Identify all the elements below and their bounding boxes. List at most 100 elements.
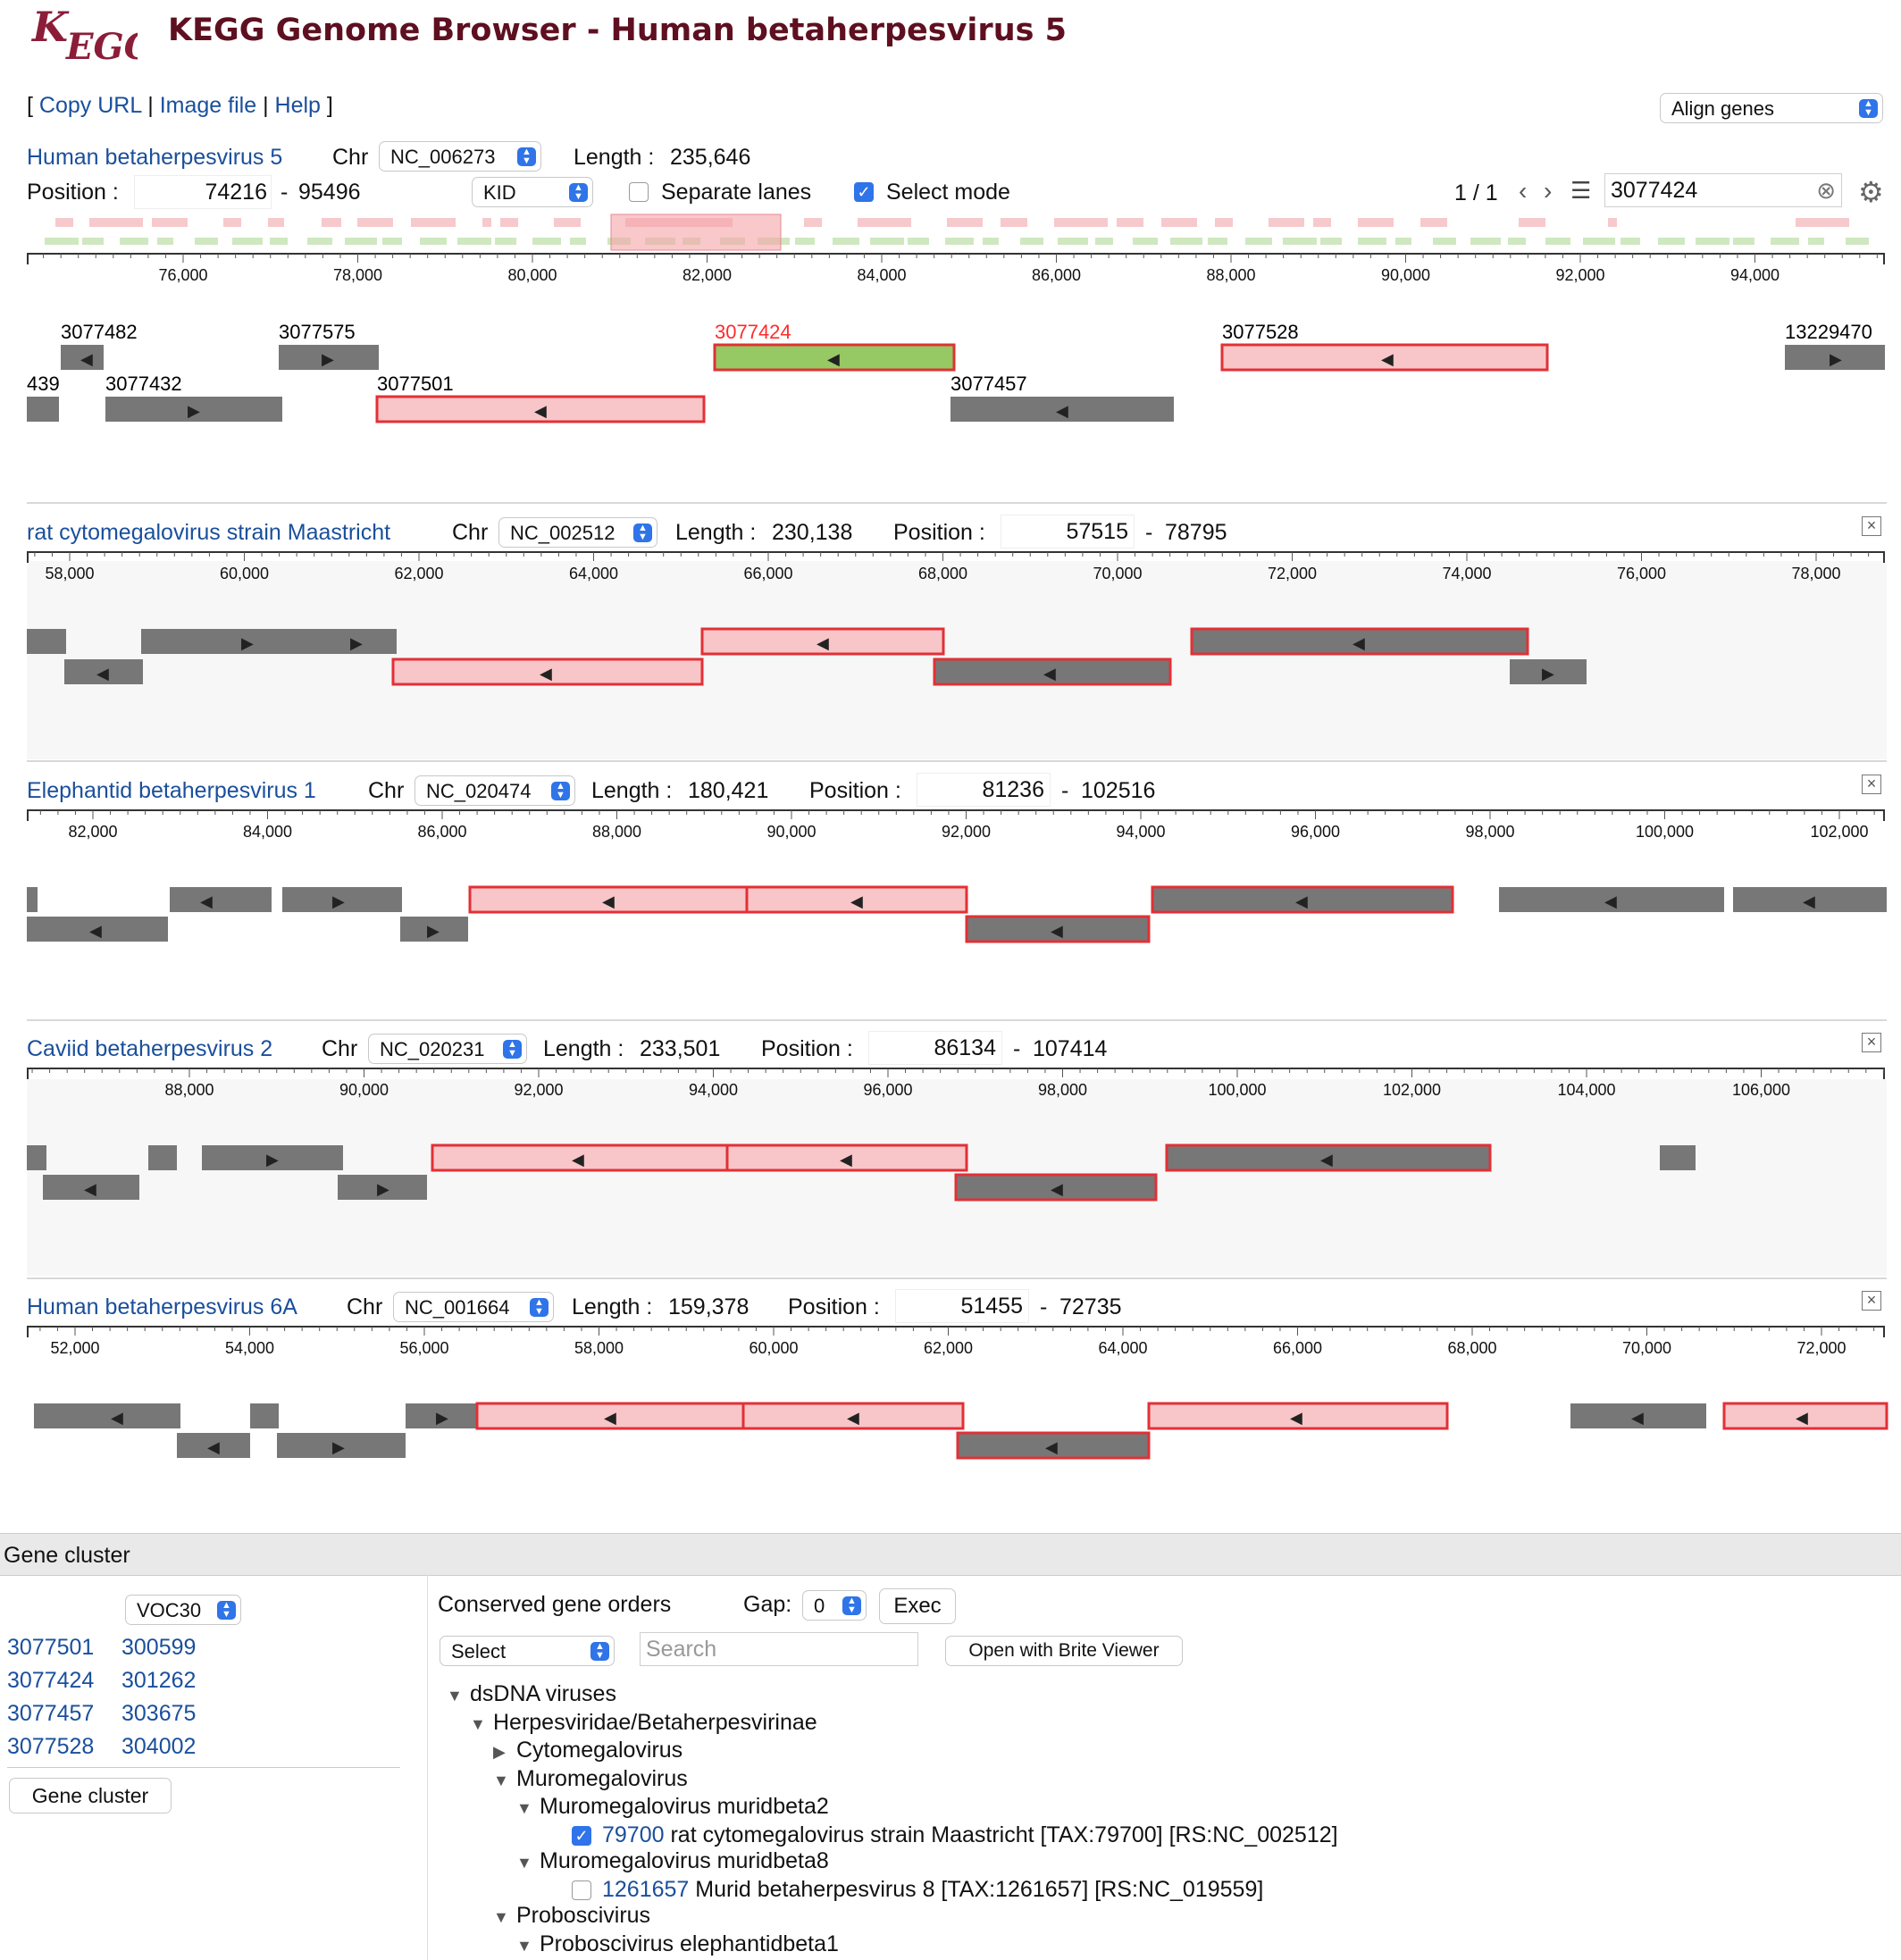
cluster-gene-link[interactable]: 3077457	[7, 1701, 95, 1726]
gene-block[interactable]	[950, 397, 1174, 422]
gene-block[interactable]	[61, 345, 104, 370]
gene-block[interactable]	[1220, 343, 1549, 372]
expanded-triangle-icon[interactable]: ▼	[493, 1908, 509, 1926]
tree-node[interactable]: ▼ Muromegalovirus	[447, 1766, 1338, 1795]
main-organism-link[interactable]: Human betaherpesvirus 5	[27, 145, 283, 170]
expanded-triangle-icon[interactable]: ▼	[516, 1799, 532, 1817]
gear-icon[interactable]: ⚙	[1858, 176, 1884, 208]
help-link[interactable]: Help	[274, 93, 321, 118]
cluster-gene-link[interactable]: 3077528	[7, 1734, 95, 1759]
tree-node[interactable]: ▼ Herpesviridae/Betaherpesvirinae	[447, 1710, 1338, 1738]
taxon-link[interactable]: 79700	[602, 1822, 665, 1847]
expanded-triangle-icon[interactable]: ▼	[516, 1854, 532, 1872]
gene-block[interactable]	[105, 397, 282, 422]
list-icon[interactable]: ☰	[1570, 177, 1592, 204]
tree-node[interactable]: ▶ Cytomegalovirus	[447, 1738, 1338, 1766]
gene-cluster-header: Gene cluster	[4, 1543, 130, 1568]
image-file-link[interactable]: Image file	[159, 93, 257, 118]
overview-segment	[382, 238, 402, 245]
panel-organism-link[interactable]: rat cytomegalovirus strain Maastricht	[27, 520, 391, 545]
align-genes-select[interactable]: Align genes ▲ ▼	[1660, 93, 1883, 123]
overview-segment	[45, 238, 79, 245]
panel-position-start-input[interactable]: 57515	[1001, 515, 1135, 549]
axis-tick-label: 94,000	[689, 1081, 738, 1099]
expanded-triangle-icon[interactable]: ▼	[516, 1936, 532, 1955]
direction-left-icon: ◀	[1295, 892, 1308, 910]
cluster-ortholog-link[interactable]: 301262	[121, 1668, 197, 1693]
tree-node[interactable]: ▼ Muromegalovirus muridbeta2	[447, 1794, 1338, 1822]
exec-button[interactable]: Exec	[879, 1588, 956, 1624]
select-mode-checkbox[interactable]: ✓	[854, 182, 874, 202]
overview-segment	[1808, 238, 1824, 245]
section-divider	[427, 1575, 428, 1960]
select-arrows-icon: ▲ ▼	[569, 183, 588, 202]
separate-lanes-checkbox[interactable]	[629, 182, 649, 202]
gap-select[interactable]: 0 ▲ ▼	[802, 1590, 867, 1621]
overview-segment	[858, 218, 893, 227]
cluster-ortholog-link[interactable]: 304002	[121, 1734, 197, 1759]
panel-length-value: 180,421	[688, 778, 769, 803]
panel-position-start-input[interactable]: 86134	[868, 1031, 1002, 1065]
clear-search-icon[interactable]: ⊗	[1816, 177, 1836, 204]
collapsed-triangle-icon[interactable]: ▶	[493, 1743, 506, 1761]
overview-segment	[1020, 238, 1043, 245]
cluster-ortholog-link[interactable]: 303675	[121, 1701, 197, 1726]
panel-chr-select[interactable]: NC_001664 ▲ ▼	[393, 1292, 554, 1322]
panel-organism-link[interactable]: Elephantid betaherpesvirus 1	[27, 778, 316, 803]
gene-search-input[interactable]: 3077424 ⊗	[1604, 173, 1842, 207]
chr-select[interactable]: NC_006273 ▲ ▼	[379, 141, 541, 172]
tree-node[interactable]: ▼ dsDNA viruses	[447, 1681, 1338, 1710]
overview-strip[interactable]	[27, 214, 1885, 251]
main-gene-track[interactable]: ◀ ▶ ◀ ◀ ▶ ▶ ◀ ◀	[27, 343, 1885, 423]
expanded-triangle-icon[interactable]: ▼	[447, 1687, 463, 1705]
axis-tick-label: 84,000	[243, 823, 292, 841]
panel-position-start-input[interactable]: 81236	[917, 773, 1051, 807]
close-panel-icon[interactable]: ×	[1862, 1291, 1881, 1311]
panel-chr-select[interactable]: NC_020231 ▲ ▼	[368, 1034, 527, 1064]
cluster-ortholog-link[interactable]: 300599	[121, 1635, 197, 1660]
cluster-gene-link[interactable]: 3077501	[7, 1635, 95, 1660]
tree-node[interactable]: ▼ Proboscivirus	[447, 1903, 1338, 1931]
cluster-select[interactable]: VOC30 ▲ ▼	[125, 1595, 241, 1625]
gene-block-selected[interactable]	[713, 343, 956, 372]
close-panel-icon[interactable]: ×	[1862, 1033, 1881, 1052]
open-brite-viewer-button[interactable]: Open with Brite Viewer	[945, 1636, 1183, 1666]
direction-left-icon: ◀	[850, 892, 863, 910]
cluster-gene-link[interactable]: 3077424	[7, 1668, 95, 1693]
gene-block[interactable]	[375, 395, 706, 423]
overview-segment	[804, 218, 822, 227]
conserved-search-input[interactable]: Search	[640, 1632, 918, 1666]
panel-organism-link[interactable]: Human betaherpesvirus 6A	[27, 1294, 297, 1319]
panel-position-start-input[interactable]: 51455	[895, 1289, 1029, 1323]
genome-checkbox[interactable]: ✓	[572, 1825, 591, 1846]
overview-viewport[interactable]	[610, 214, 782, 251]
panel-chr-select[interactable]: NC_002512 ▲ ▼	[498, 517, 657, 548]
position-start-input[interactable]: 74216	[134, 175, 272, 209]
kid-select[interactable]: KID ▲ ▼	[472, 177, 593, 207]
panel-chr-select[interactable]: NC_020474 ▲ ▼	[415, 775, 575, 806]
expanded-triangle-icon[interactable]: ▼	[470, 1714, 486, 1733]
panel-organism-link[interactable]: Caviid betaherpesvirus 2	[27, 1036, 273, 1061]
panel-gene-track[interactable]: ◀ ▶ ◀ ◀ ◀ ◀ ◀ ◀ ▶ ◀	[34, 1402, 1888, 1460]
close-panel-icon[interactable]: ×	[1862, 516, 1881, 536]
gene-cluster-button[interactable]: Gene cluster	[9, 1778, 172, 1813]
copy-url-link[interactable]: Copy URL	[38, 93, 142, 118]
gene-block[interactable]	[1785, 345, 1885, 370]
next-arrow-icon[interactable]: ›	[1544, 177, 1553, 205]
prev-arrow-icon[interactable]: ‹	[1519, 177, 1528, 205]
taxon-link[interactable]: 1261657	[602, 1876, 690, 1902]
gene-block[interactable]	[279, 345, 379, 370]
select-dropdown[interactable]: Select ▲ ▼	[440, 1636, 615, 1666]
gene-block[interactable]	[27, 397, 59, 422]
panel-gene-track[interactable]: ▶ ◀ ◀ ◀ ◀ ▶ ◀	[27, 1143, 1696, 1202]
close-panel-icon[interactable]: ×	[1862, 775, 1881, 794]
panel-gene-track[interactable]: ◀ ▶ ◀ ◀ ◀ ◀ ◀ ◀ ▶ ◀	[27, 885, 1887, 943]
tree-node[interactable]: ▼ Proboscivirus elephantidbeta1	[447, 1931, 1338, 1960]
gene-label: 3077575	[279, 321, 356, 343]
panel-gene-track[interactable]: ▶ ▶ ◀ ◀ ◀ ◀ ◀ ▶	[27, 627, 1587, 686]
gene-label: 3077501	[377, 373, 454, 395]
expanded-triangle-icon[interactable]: ▼	[493, 1771, 509, 1789]
tree-node[interactable]: ▼ Muromegalovirus muridbeta8	[447, 1848, 1338, 1877]
tree-node-label: Muromegalovirus	[516, 1765, 688, 1791]
genome-checkbox[interactable]	[572, 1880, 591, 1900]
